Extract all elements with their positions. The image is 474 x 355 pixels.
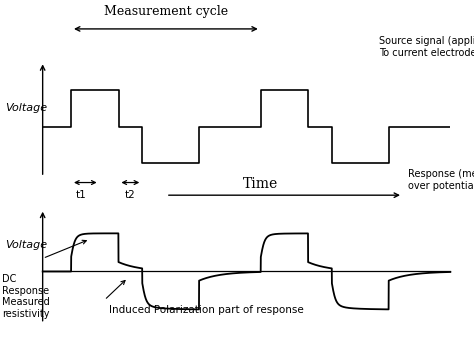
Text: Voltage: Voltage	[5, 240, 47, 250]
Text: Time: Time	[243, 177, 278, 191]
Text: t2: t2	[125, 190, 136, 200]
Text: t1: t1	[75, 190, 86, 200]
Text: Response (measured
over potential electrodes): Response (measured over potential electr…	[408, 169, 474, 191]
Text: Voltage: Voltage	[5, 103, 47, 114]
Text: Source signal (applied
To current electrodes): Source signal (applied To current electr…	[379, 36, 474, 58]
Text: Measurement cycle: Measurement cycle	[104, 5, 228, 18]
Text: DC
Response
Measured
resistivity: DC Response Measured resistivity	[2, 274, 50, 319]
Text: Induced Polarization part of response: Induced Polarization part of response	[109, 305, 304, 315]
